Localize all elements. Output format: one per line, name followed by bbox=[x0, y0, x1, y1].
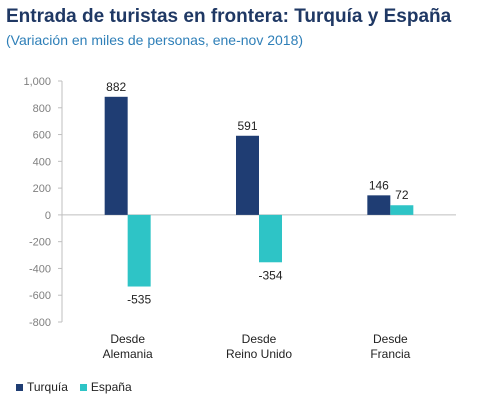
bar-chart: 1,000 800 600 400 200 0 -200 -400 -600 -800 882 -53… bbox=[23, 76, 456, 361]
y-tick-label: 600 bbox=[33, 130, 51, 142]
x-category-label: Desde bbox=[373, 332, 408, 346]
x-category-label: Desde bbox=[242, 332, 277, 346]
data-label: -354 bbox=[258, 268, 282, 282]
y-tick-label: -600 bbox=[29, 290, 51, 302]
legend-item-espana: España bbox=[79, 380, 132, 394]
x-category-label: Reino Unido bbox=[226, 347, 292, 361]
x-category-label: Francia bbox=[370, 347, 410, 361]
y-tick-label: 200 bbox=[33, 183, 51, 195]
bar-espana bbox=[259, 214, 282, 263]
bar-turquia bbox=[236, 135, 259, 215]
bar-turquia bbox=[367, 195, 391, 215]
data-label: 591 bbox=[237, 119, 257, 133]
y-tick-label: 800 bbox=[33, 103, 51, 115]
legend-item-turquia: Turquía bbox=[16, 380, 68, 394]
x-category-label: Desde bbox=[110, 332, 145, 346]
bar-turquia bbox=[104, 96, 128, 215]
chart-title: Entrada de turistas en frontera: Turquía… bbox=[6, 6, 452, 27]
chart-subtitle: (Variación en miles de personas, ene-nov… bbox=[6, 32, 304, 48]
bar-espana bbox=[127, 214, 151, 287]
y-tick-label: 1,000 bbox=[23, 76, 51, 88]
x-category-label: Alemania bbox=[103, 347, 153, 361]
data-label: -535 bbox=[127, 293, 151, 307]
chart-legend: Turquía España bbox=[16, 380, 144, 394]
y-tick-label: 0 bbox=[45, 210, 51, 222]
legend-label-turquia: Turquía bbox=[27, 380, 68, 394]
data-label: 882 bbox=[106, 80, 126, 94]
data-label: 72 bbox=[395, 188, 409, 202]
data-label: 146 bbox=[369, 178, 389, 192]
legend-label-espana: España bbox=[90, 380, 132, 394]
y-tick-label: 400 bbox=[33, 156, 51, 168]
y-tick-label: -200 bbox=[29, 237, 51, 249]
bar-espana bbox=[390, 205, 414, 215]
legend-swatch-espana bbox=[79, 383, 87, 391]
legend-swatch-turquia bbox=[16, 383, 23, 391]
y-tick-label: -800 bbox=[29, 317, 51, 329]
y-tick-label: -400 bbox=[29, 263, 51, 275]
